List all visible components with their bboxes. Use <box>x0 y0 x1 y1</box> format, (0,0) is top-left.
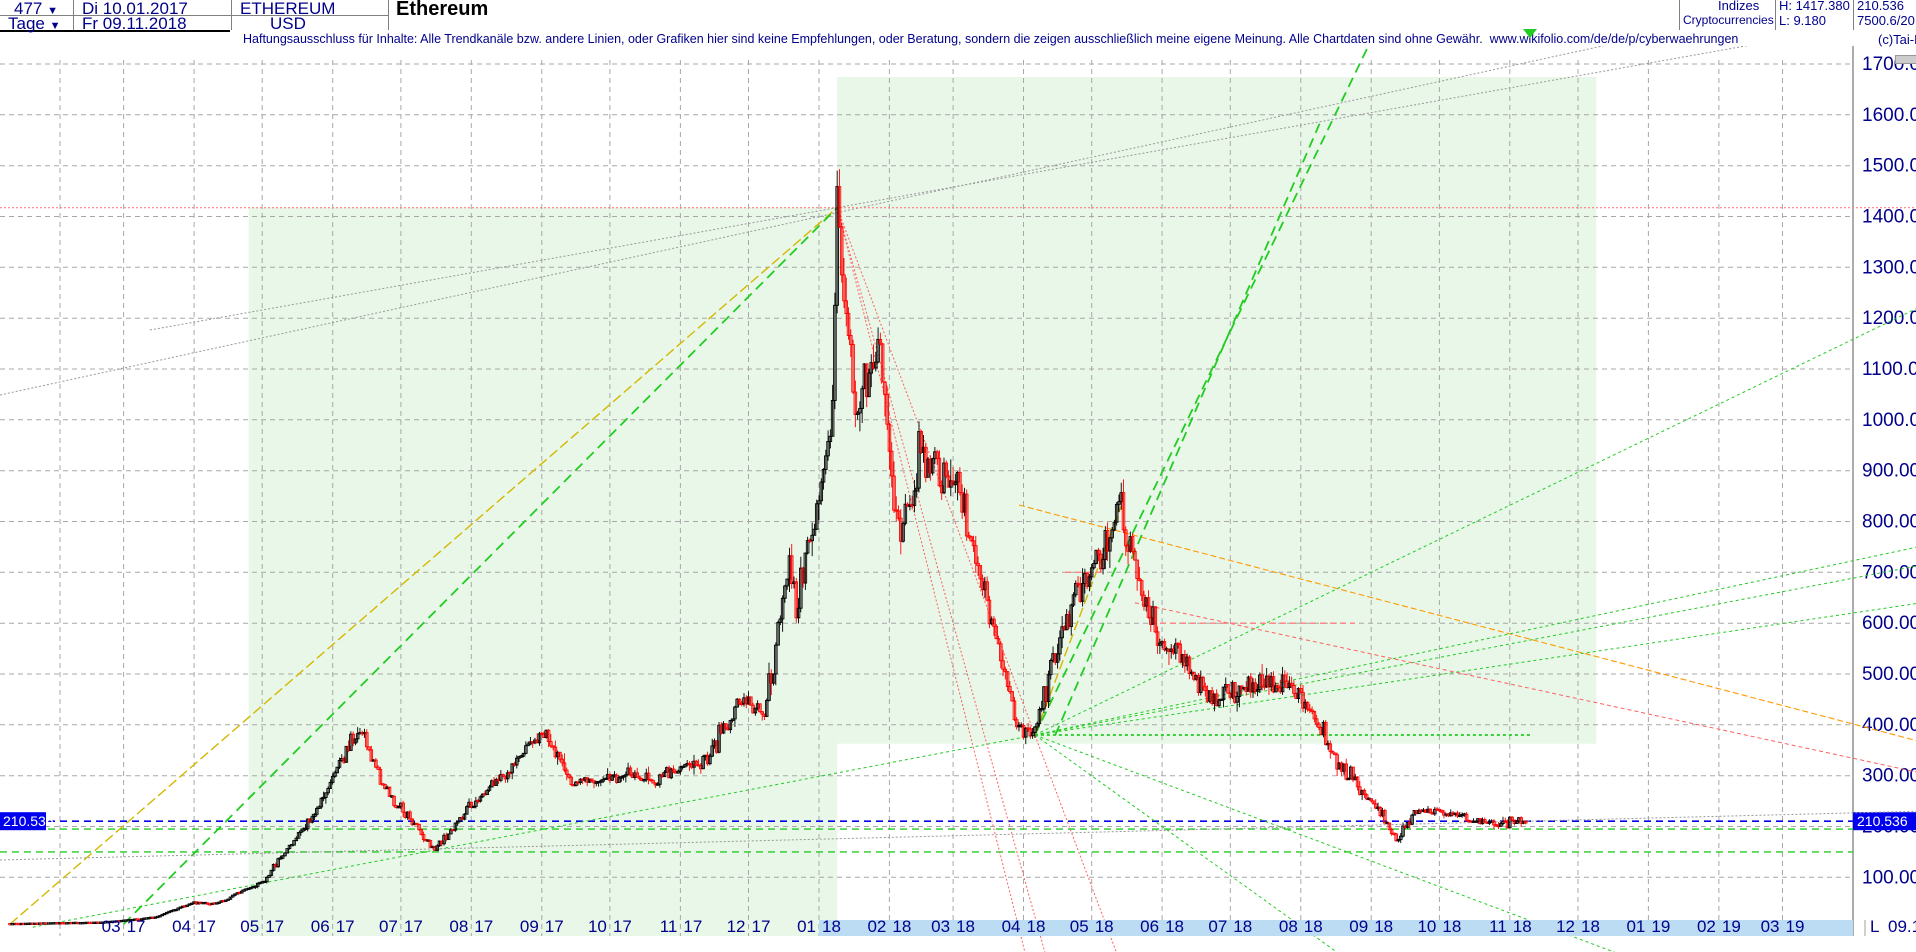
svg-text:18: 18 <box>1304 917 1323 936</box>
svg-text:08: 08 <box>1279 917 1298 936</box>
svg-text:17: 17 <box>336 917 355 936</box>
svg-text:210.536: 210.536 <box>3 813 54 829</box>
svg-text:18: 18 <box>1165 917 1184 936</box>
svg-text:06: 06 <box>1140 917 1159 936</box>
svg-text:03: 03 <box>1761 917 1780 936</box>
svg-text:17: 17 <box>752 917 771 936</box>
svg-text:18: 18 <box>1233 917 1252 936</box>
svg-text:09.11.18: 09.11.18 <box>1888 917 1916 936</box>
svg-text:18: 18 <box>1442 917 1461 936</box>
svg-text:19: 19 <box>1786 917 1805 936</box>
svg-text:600.000: 600.000 <box>1862 613 1916 634</box>
svg-text:01: 01 <box>797 917 816 936</box>
svg-text:18: 18 <box>1027 917 1046 936</box>
svg-text:09: 09 <box>1349 917 1368 936</box>
svg-text:400.000: 400.000 <box>1862 715 1916 736</box>
svg-text:1300.000: 1300.000 <box>1862 257 1916 278</box>
svg-text:1100.000: 1100.000 <box>1862 359 1916 380</box>
svg-text:17: 17 <box>127 917 146 936</box>
svg-text:02: 02 <box>867 917 886 936</box>
svg-text:500.000: 500.000 <box>1862 664 1916 685</box>
svg-text:17: 17 <box>474 917 493 936</box>
svg-text:12: 12 <box>1556 917 1575 936</box>
svg-text:17: 17 <box>613 917 632 936</box>
svg-text:11: 11 <box>660 917 678 936</box>
svg-text:900.000: 900.000 <box>1862 461 1916 482</box>
svg-text:12: 12 <box>727 917 746 936</box>
svg-text:04: 04 <box>172 917 191 936</box>
svg-text:1400.000: 1400.000 <box>1862 207 1916 228</box>
svg-text:17: 17 <box>545 917 564 936</box>
svg-text:08: 08 <box>449 917 468 936</box>
svg-text:210.536: 210.536 <box>1857 813 1908 829</box>
svg-text:100.000: 100.000 <box>1862 867 1916 888</box>
svg-text:L: L <box>1870 917 1879 936</box>
svg-text:18: 18 <box>956 917 975 936</box>
svg-text:02: 02 <box>1697 917 1716 936</box>
svg-text:19: 19 <box>1722 917 1741 936</box>
svg-text:11: 11 <box>1489 917 1507 936</box>
svg-text:18: 18 <box>1581 917 1600 936</box>
svg-text:09: 09 <box>520 917 539 936</box>
svg-text:17: 17 <box>683 917 702 936</box>
svg-text:18: 18 <box>1513 917 1532 936</box>
svg-text:01: 01 <box>1626 917 1645 936</box>
svg-text:10: 10 <box>1417 917 1436 936</box>
svg-text:05: 05 <box>1070 917 1089 936</box>
svg-text:1200.000: 1200.000 <box>1862 308 1916 329</box>
svg-text:19: 19 <box>1651 917 1670 936</box>
svg-text:03: 03 <box>102 917 121 936</box>
svg-text:18: 18 <box>1095 917 1114 936</box>
svg-text:1500.000: 1500.000 <box>1862 156 1916 177</box>
svg-text:1600.000: 1600.000 <box>1862 105 1916 126</box>
svg-text:17: 17 <box>265 917 284 936</box>
svg-text:10: 10 <box>588 917 607 936</box>
svg-text:700.000: 700.000 <box>1862 562 1916 583</box>
svg-text:04: 04 <box>1002 917 1021 936</box>
svg-text:17: 17 <box>197 917 216 936</box>
svg-text:03: 03 <box>931 917 950 936</box>
svg-text:06: 06 <box>311 917 330 936</box>
svg-text:18: 18 <box>892 917 911 936</box>
svg-text:05: 05 <box>240 917 259 936</box>
svg-text:07: 07 <box>379 917 398 936</box>
svg-text:800.000: 800.000 <box>1862 512 1916 533</box>
svg-text:1000.000: 1000.000 <box>1862 410 1916 431</box>
svg-text:07: 07 <box>1208 917 1227 936</box>
svg-text:18: 18 <box>1374 917 1393 936</box>
svg-text:17: 17 <box>404 917 423 936</box>
svg-text:18: 18 <box>822 917 841 936</box>
svg-text:300.000: 300.000 <box>1862 766 1916 787</box>
